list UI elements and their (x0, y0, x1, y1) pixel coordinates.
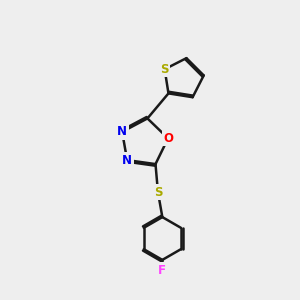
Text: S: S (160, 63, 169, 76)
Text: O: O (163, 132, 173, 145)
Text: F: F (158, 264, 166, 277)
Text: N: N (117, 125, 127, 138)
Text: S: S (154, 186, 162, 199)
Text: N: N (122, 154, 132, 166)
